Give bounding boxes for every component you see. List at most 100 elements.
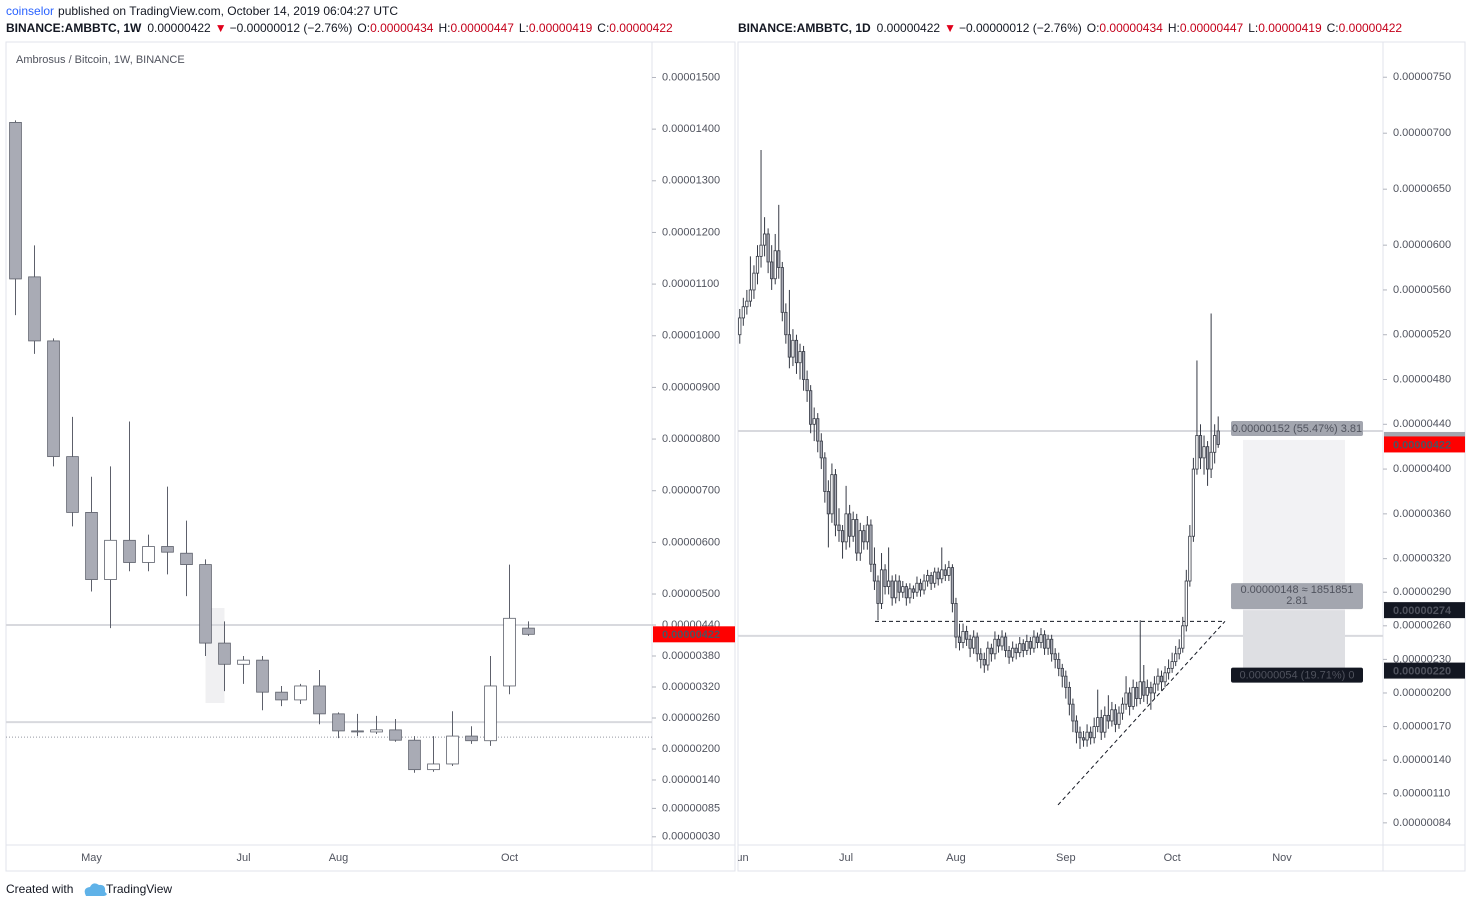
y-tick-label: 0.00001500 [662,71,720,83]
ohlc-value: 0.00000422 [1339,21,1403,35]
candle-body [1106,714,1110,722]
candle-body [972,636,976,649]
price-label-box [1384,436,1465,453]
candle-body [1213,435,1217,453]
candle-body [1184,580,1188,627]
candle-body [826,491,830,515]
candle-body [1174,653,1178,663]
candle-body [1067,686,1071,705]
candle-body [1181,625,1185,649]
candle-body [1089,731,1093,739]
y-tick-label: 0.00000230 [1393,653,1451,665]
candle-body [851,519,855,537]
candle-body [1053,653,1057,660]
y-tick-label: 0.00000480 [1393,373,1451,385]
candle-body [294,685,307,701]
candle-body [766,233,770,263]
candle-body [738,317,742,336]
y-tick-label: 0.00001300 [662,175,720,187]
candle-body [1216,430,1220,445]
candle-body [1120,703,1125,714]
y-tick-label: 0.00000170 [1393,720,1451,732]
y-tick-label: 0.00001000 [662,330,720,342]
ohlc-value: 0.00000422 [609,21,673,35]
price-label-box [653,626,735,643]
candle-body [199,564,212,644]
x-axis: Jun Jul Aug Sep Oct Nov [731,852,1292,864]
candle-body [1177,647,1181,655]
candle-body [957,636,962,644]
y-tick-label: 0.00000085 [662,802,720,814]
candle-body [844,513,848,543]
candle-body [1057,658,1061,669]
candle-body [1092,726,1096,739]
candle-body [858,530,862,554]
candle-body [954,603,958,638]
ohlc-value: 0.00000447 [1180,21,1244,35]
candle-body [791,339,795,358]
ohlc-value: 0.00000434 [1099,21,1163,35]
x-tick-label: Jul [839,852,853,864]
y-tick-label: 0.00000110 [1393,788,1450,800]
candle-body [855,519,859,554]
candle-body [1117,712,1121,725]
candle-body [830,474,834,515]
x-tick-label: May [81,852,102,864]
x-tick-label: Aug [946,852,966,864]
candle-body [1025,641,1029,651]
candle-body [503,617,516,687]
candle-body [780,267,784,313]
candle-body [370,729,383,733]
candle-body [1011,647,1015,658]
candle-body [993,638,997,655]
candle-body [275,691,288,701]
candle-body [1085,731,1089,741]
candle-body [862,530,866,543]
candle-body [9,122,22,280]
y-tick-label: 0.00000084 [1393,817,1451,829]
author: coinselor [6,4,54,18]
candle-body [865,524,869,543]
candle-body [964,631,969,640]
y-tick-label: 0.00000260 [1393,620,1451,632]
candle-body [1113,709,1118,725]
candle-body [1209,451,1213,470]
candle-body [752,272,756,291]
measure-label: 2.81 [1286,595,1307,607]
candle-body [123,539,136,563]
candle-body [1159,675,1164,683]
candle-body [1007,650,1011,658]
candle-body [819,440,823,459]
candle-body [801,351,806,380]
ohlc-label: O: [357,21,370,35]
candle-body [1163,672,1167,683]
candle-body [1039,634,1043,644]
measure-label-box [1231,583,1363,610]
candle-body [1032,636,1036,649]
candle-body [823,457,827,492]
y-tick-label: 0.00000320 [662,681,720,693]
candle-body [982,658,986,666]
x-tick-label: Jun [731,852,749,864]
candle-body [104,539,117,580]
candle-body [748,289,753,302]
candle-body [901,586,905,593]
x-tick-label: Oct [1164,852,1181,864]
candle-body [940,569,944,580]
candle-body [918,582,923,591]
candle-body [1028,641,1032,649]
candle-body [943,569,947,576]
legend: BINANCE:AMBBTC, 1D 0.00000422 ▼ −0.00000012… [738,21,1402,35]
y-tick-label: 0.00000500 [662,588,720,600]
last-price: 0.00000422 [147,21,211,35]
candle-body [1124,692,1128,705]
candle-body [894,580,898,599]
candle-body [961,631,965,644]
candle-body [1021,643,1025,651]
candle-body [1135,686,1139,699]
x-tick-label: Oct [501,852,518,864]
y-tick-label: 0.00001400 [662,123,720,135]
candle-body [85,512,98,580]
candle-body [762,233,767,246]
change-arrow: ▼ [944,21,956,35]
